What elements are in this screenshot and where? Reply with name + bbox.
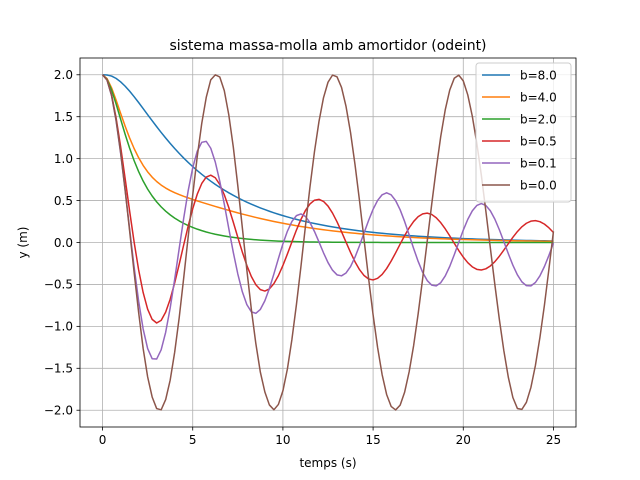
chart-title: sistema massa-molla amb amortidor (odein… bbox=[169, 38, 486, 54]
x-tick-label: 25 bbox=[546, 433, 561, 447]
y-tick-label: 2.0 bbox=[54, 68, 73, 82]
y-tick-label: −0.5 bbox=[44, 278, 73, 292]
legend-label: b=2.0 bbox=[520, 112, 557, 126]
x-tick-label: 15 bbox=[365, 433, 380, 447]
legend-label: b=0.0 bbox=[520, 178, 557, 192]
y-tick-label: 1.0 bbox=[54, 152, 73, 166]
legend-label: b=4.0 bbox=[520, 90, 557, 104]
y-tick-label: 1.5 bbox=[54, 110, 73, 124]
y-tick-label: −1.0 bbox=[44, 320, 73, 334]
y-tick-label: 0.5 bbox=[54, 194, 73, 208]
series-line-b=0.5 bbox=[101, 74, 554, 324]
series-layer bbox=[101, 74, 555, 411]
x-tick-label: 5 bbox=[189, 433, 197, 447]
legend-label: b=8.0 bbox=[520, 68, 557, 82]
series-line-b=8.0 bbox=[102, 74, 554, 242]
ticks: 0 5 10 15 20 25 −2.0 −1.5 −1.0 −0.5 0.0 0.5 1.0 1.5 2.… bbox=[44, 68, 561, 447]
x-tick-label: 10 bbox=[275, 433, 290, 447]
x-axis-label: temps (s) bbox=[299, 456, 356, 470]
x-tick-label: 20 bbox=[456, 433, 471, 447]
series-line-b=4.0 bbox=[102, 74, 554, 243]
y-tick-label: 0.0 bbox=[54, 236, 73, 250]
series-line-b=2.0 bbox=[102, 74, 554, 244]
legend-label: b=0.5 bbox=[520, 134, 557, 148]
y-axis-label: y (m) bbox=[16, 227, 30, 259]
legend: b=8.0 b=4.0 b=2.0 b=0.5 b=0.1 b=0.0 bbox=[475, 62, 572, 203]
y-tick-label: −2.0 bbox=[44, 404, 73, 418]
y-tick-label: −1.5 bbox=[44, 362, 73, 376]
x-tick-label: 0 bbox=[99, 433, 107, 447]
series-line-b=0.1 bbox=[101, 74, 555, 360]
legend-label: b=0.1 bbox=[520, 156, 557, 170]
